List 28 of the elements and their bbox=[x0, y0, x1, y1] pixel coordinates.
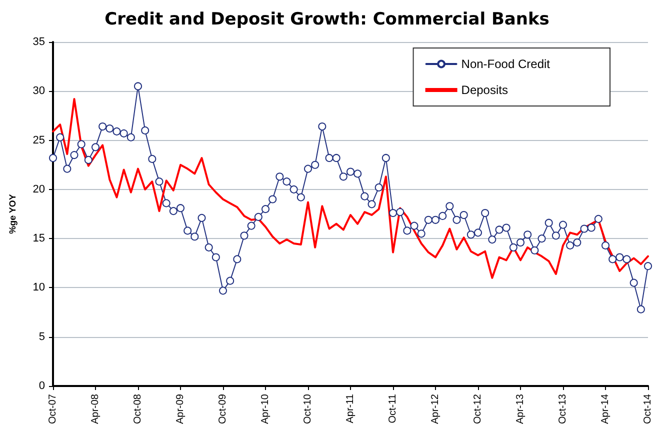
chart-title: Credit and Deposit Growth: Commercial Banks bbox=[104, 10, 550, 30]
x-tick-label: Apr-13 bbox=[515, 394, 526, 424]
x-tick-label: Apr-11 bbox=[345, 394, 356, 424]
y-tick-label: 30 bbox=[32, 85, 45, 98]
y-tick-label: 35 bbox=[32, 36, 45, 48]
y-tick-label: 10 bbox=[32, 282, 45, 294]
x-tick-label: Oct-12 bbox=[472, 394, 484, 424]
legend-label: Deposits bbox=[461, 83, 508, 97]
y-axis-title: %ge YOY bbox=[8, 194, 18, 234]
x-tick-label: Oct-11 bbox=[388, 394, 398, 424]
x-tick-label: Apr-08 bbox=[90, 394, 101, 424]
x-tick-label: Oct-10 bbox=[302, 394, 314, 424]
x-tick-label: Oct-07 bbox=[48, 394, 58, 424]
x-tick-label: Oct-14 bbox=[642, 394, 654, 424]
y-tick-label: 25 bbox=[32, 134, 45, 146]
x-tick-label: Apr-12 bbox=[430, 394, 441, 424]
x-tick-label: Apr-10 bbox=[260, 394, 271, 424]
x-tick-label: Oct-09 bbox=[218, 394, 228, 424]
line-series bbox=[52, 98, 649, 279]
x-tick-label: Apr-14 bbox=[600, 394, 611, 424]
y-tick-label: 0 bbox=[38, 380, 45, 392]
x-tick-label: Apr-09 bbox=[175, 394, 186, 424]
y-tick-label: 20 bbox=[32, 183, 45, 196]
legend-label: Non-Food Credit bbox=[461, 57, 551, 71]
y-tick-label: 15 bbox=[32, 232, 45, 245]
y-tick-label: 5 bbox=[38, 330, 45, 343]
x-tick-label: Oct-13 bbox=[558, 394, 568, 424]
x-tick-label: Oct-08 bbox=[132, 394, 144, 424]
